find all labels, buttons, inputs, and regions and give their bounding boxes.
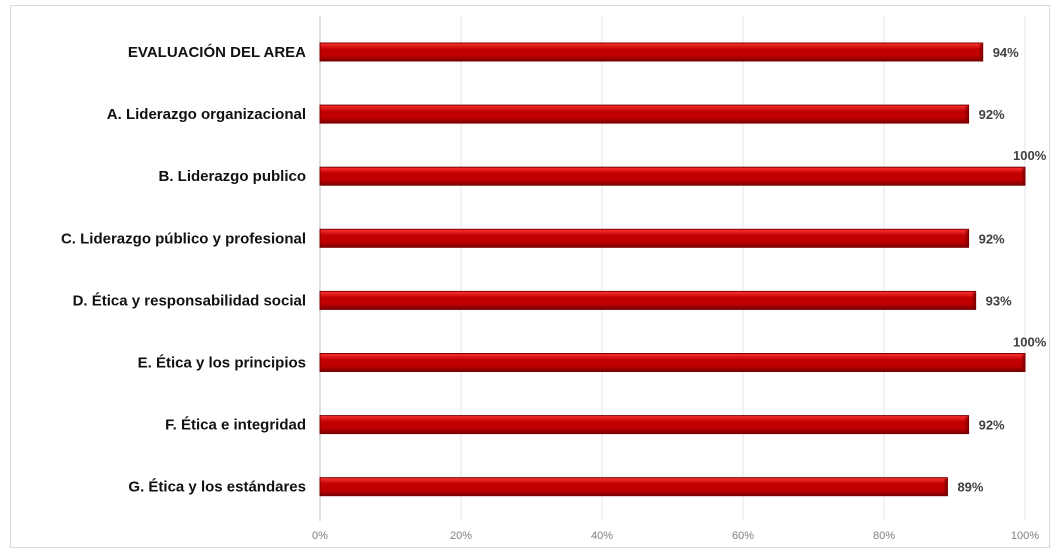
category-label: C. Liderazgo público y profesional — [61, 230, 306, 247]
x-tick-label: 0% — [312, 530, 328, 542]
bar-end-cap — [965, 106, 969, 123]
x-tick-label: 40% — [591, 530, 613, 542]
bar-chart: 0% 20% 40% 60% 80% 100% EVALUACIÓN DEL AREA 94%… — [61, 16, 1047, 542]
value-label: 92% — [979, 418, 1005, 433]
value-label: 92% — [979, 231, 1005, 246]
bar — [319, 290, 977, 310]
value-label: 93% — [986, 293, 1012, 308]
chart-frame: 0% 20% 40% 60% 80% 100% EVALUACIÓN DEL AREA 94%… — [10, 5, 1050, 548]
gridlines — [319, 16, 1026, 521]
category-label: A. Liderazgo organizacional — [107, 106, 306, 123]
bar-end-cap — [972, 292, 976, 309]
category-label: E. Ética y los principios — [138, 355, 306, 372]
x-tick-label: 20% — [450, 530, 472, 542]
value-label: 100% — [1013, 148, 1047, 163]
bars — [319, 42, 1026, 497]
category-label: F. Ética e integridad — [165, 417, 306, 434]
x-tick-label: 60% — [732, 530, 754, 542]
bar — [319, 353, 1026, 372]
bar-end-cap — [965, 230, 969, 247]
category-label: EVALUACIÓN DEL AREA — [128, 43, 306, 61]
bar — [319, 104, 970, 124]
bar-end-cap — [979, 44, 983, 60]
bar-end-cap — [944, 478, 948, 495]
value-label: 94% — [993, 45, 1019, 60]
bar — [319, 166, 1026, 186]
value-label: 89% — [957, 480, 983, 495]
bar — [319, 42, 984, 62]
category-label: D. Ética y responsabilidad social — [73, 292, 306, 309]
bar-end-cap — [965, 416, 969, 433]
category-label: G. Ética y los estándares — [128, 479, 306, 496]
bar — [319, 415, 970, 435]
x-tick-label: 80% — [873, 530, 895, 542]
category-label: B. Liderazgo publico — [158, 168, 306, 185]
value-label: 92% — [979, 107, 1005, 122]
bar — [319, 477, 948, 497]
bar-end-cap — [1022, 354, 1025, 371]
bar — [319, 228, 970, 248]
labels: 0% 20% 40% 60% 80% 100% EVALUACIÓN DEL AREA 94%… — [61, 43, 1047, 542]
bar-end-cap — [1022, 168, 1025, 185]
x-tick-label: 100% — [1011, 530, 1039, 542]
value-label: 100% — [1013, 335, 1047, 350]
